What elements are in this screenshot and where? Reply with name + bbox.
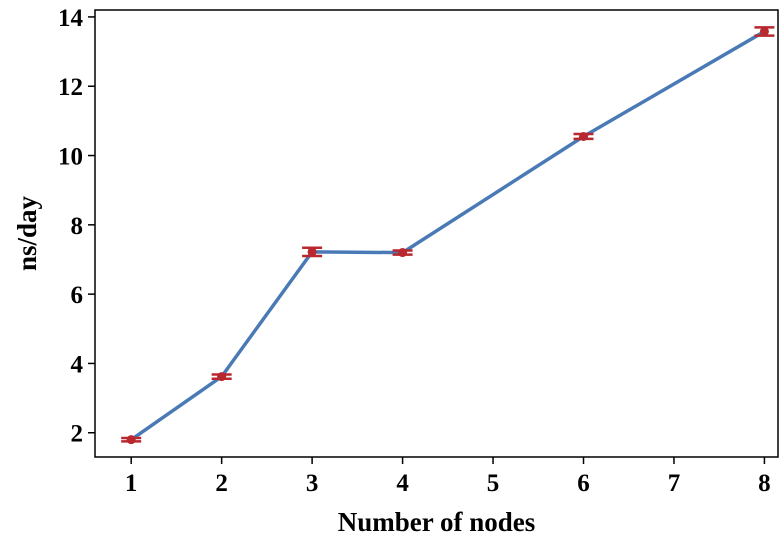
series-line: [129, 29, 767, 442]
x-tick-label: 5: [487, 470, 500, 497]
y-tick-label: 12: [58, 74, 83, 101]
x-tick-label: 8: [758, 470, 771, 497]
plot-border: [94, 9, 779, 458]
data-point: [579, 131, 589, 141]
data-point: [217, 372, 227, 382]
series-layer: [121, 26, 775, 445]
data-point: [307, 247, 317, 257]
y-axis: 2 4 6 8 10 12 14: [58, 5, 95, 448]
y-axis-label: ns/day: [12, 195, 42, 271]
y-tick-label: 4: [71, 351, 84, 378]
y-tick-label: 6: [71, 282, 84, 309]
x-tick-label: 7: [668, 470, 681, 497]
x-tick-label: 4: [396, 470, 409, 497]
x-axis: 1 2 3 4 5 6 7 8: [125, 457, 771, 497]
x-tick-label: 1: [125, 470, 138, 497]
x-tick-label: 2: [215, 470, 228, 497]
y-tick-label: 14: [58, 5, 84, 32]
data-point: [759, 26, 769, 36]
x-tick-label: 6: [577, 470, 590, 497]
data-point: [126, 435, 136, 445]
x-axis-label: Number of nodes: [338, 507, 536, 536]
data-point: [398, 248, 408, 258]
y-tick-label: 2: [71, 421, 84, 448]
x-tick-label: 3: [306, 470, 319, 497]
plot-frame: [94, 9, 779, 458]
y-tick-label: 8: [71, 213, 84, 240]
y-tick-label: 10: [58, 144, 83, 171]
